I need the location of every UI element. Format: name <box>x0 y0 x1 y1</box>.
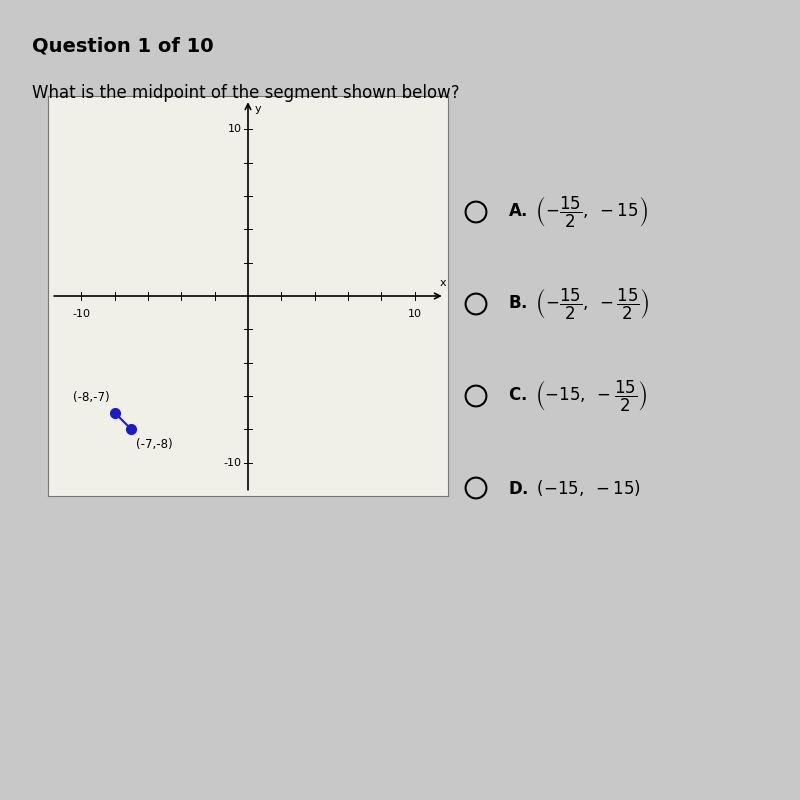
Text: (-8,-7): (-8,-7) <box>73 391 110 404</box>
Text: What is the midpoint of the segment shown below?: What is the midpoint of the segment show… <box>32 84 460 102</box>
Text: (-7,-8): (-7,-8) <box>136 438 173 450</box>
Text: Question 1 of 10: Question 1 of 10 <box>32 36 214 55</box>
Text: $\mathbf{C.}\ \left(-15,\ -\dfrac{15}{2}\right)$: $\mathbf{C.}\ \left(-15,\ -\dfrac{15}{2}… <box>508 378 647 414</box>
Text: -10: -10 <box>72 310 90 319</box>
Text: $\mathbf{B.}\ \left(-\dfrac{15}{2},\ -\dfrac{15}{2}\right)$: $\mathbf{B.}\ \left(-\dfrac{15}{2},\ -\d… <box>508 286 650 322</box>
Text: $\mathbf{D.}\ (-15,\ -15)$: $\mathbf{D.}\ (-15,\ -15)$ <box>508 478 641 498</box>
Text: x: x <box>440 278 446 288</box>
Text: -10: -10 <box>223 458 242 468</box>
Text: y: y <box>254 104 262 114</box>
Text: $\mathbf{A.}\ \left(-\dfrac{15}{2},\ -15\right)$: $\mathbf{A.}\ \left(-\dfrac{15}{2},\ -15… <box>508 194 648 230</box>
Text: 10: 10 <box>227 124 242 134</box>
Text: 10: 10 <box>408 310 422 319</box>
